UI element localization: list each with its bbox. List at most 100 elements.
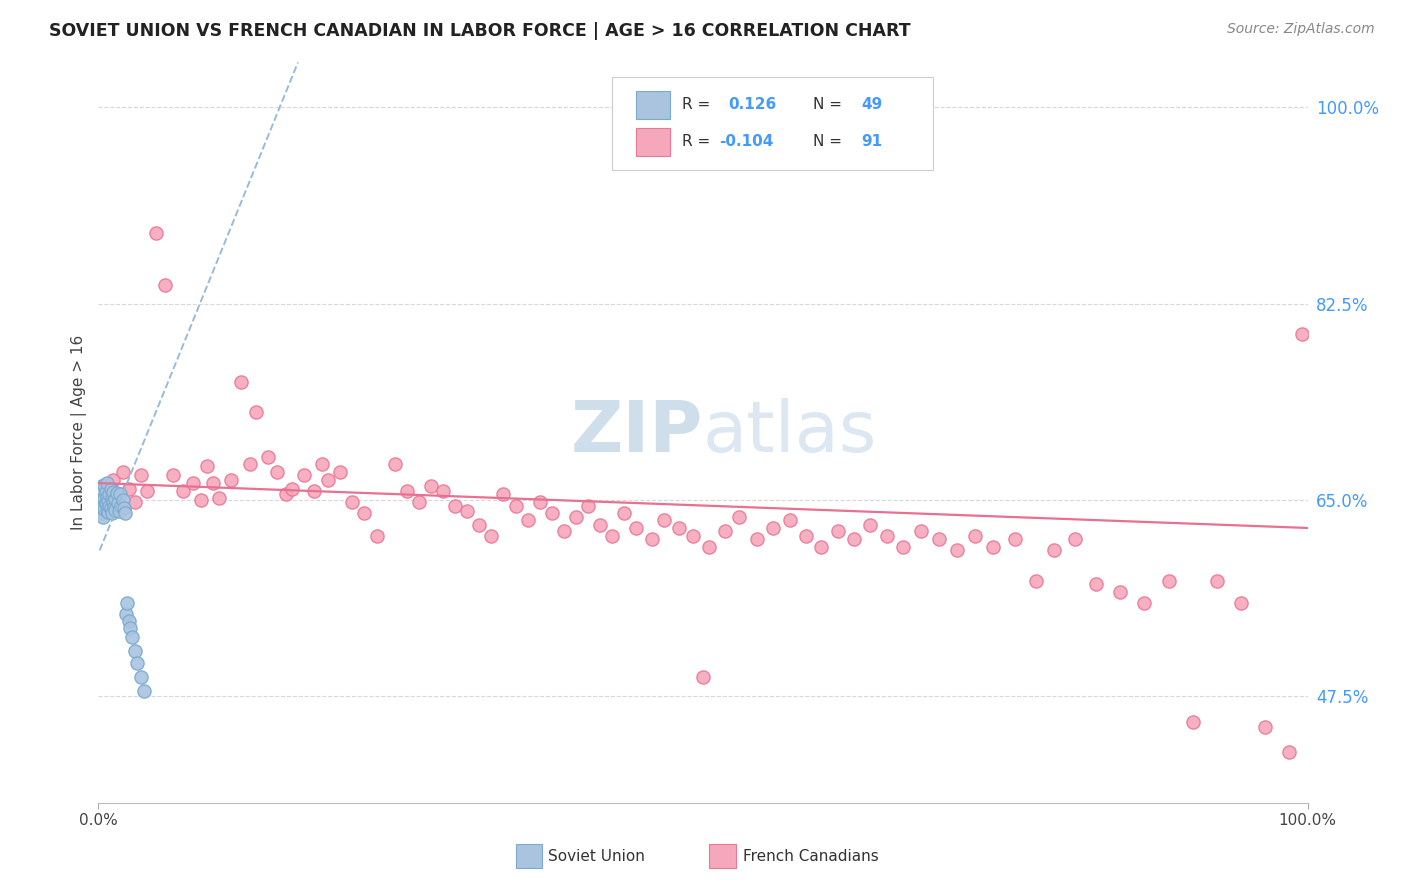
Point [1085, 577, 1108, 591]
Point [124, 644, 146, 658]
Point [395, 483, 418, 498]
Point [153, 277, 176, 292]
Point [101, 473, 124, 487]
Text: Soviet Union: Soviet Union [548, 848, 645, 863]
Point [103, 500, 125, 514]
Point [195, 459, 218, 474]
Point [93, 491, 115, 505]
Text: R =: R = [682, 134, 710, 149]
Point [576, 499, 599, 513]
Point [1254, 719, 1277, 733]
Point [1042, 543, 1064, 558]
Point [145, 226, 167, 240]
Point [104, 491, 127, 506]
Point [859, 517, 882, 532]
Text: -0.104: -0.104 [718, 134, 773, 149]
Text: N =: N = [813, 134, 842, 149]
Point [239, 457, 262, 471]
Point [93, 478, 115, 492]
Point [202, 476, 225, 491]
Point [1278, 745, 1301, 759]
Point [1230, 596, 1253, 610]
Point [342, 495, 364, 509]
Point [1004, 532, 1026, 546]
Point [589, 517, 612, 532]
Text: French Canadians: French Canadians [742, 848, 879, 863]
Point [94, 485, 117, 500]
Point [316, 473, 339, 487]
Point [96, 476, 118, 491]
Point [697, 540, 720, 554]
Point [928, 532, 950, 546]
Text: R =: R = [682, 97, 710, 112]
Point [98, 499, 121, 513]
Point [468, 517, 491, 532]
Point [96, 490, 118, 504]
Text: atlas: atlas [703, 398, 877, 467]
Text: 0.126: 0.126 [728, 97, 776, 112]
Point [111, 465, 134, 479]
FancyBboxPatch shape [613, 78, 932, 169]
Point [492, 487, 515, 501]
Point [101, 495, 124, 509]
Point [281, 482, 304, 496]
Point [728, 509, 751, 524]
Point [107, 499, 129, 513]
Point [481, 529, 503, 543]
Point [181, 476, 204, 491]
Point [100, 491, 122, 505]
Point [108, 487, 131, 501]
Point [266, 465, 288, 479]
Point [162, 468, 184, 483]
FancyBboxPatch shape [709, 844, 735, 868]
Point [641, 532, 664, 546]
Point [626, 521, 648, 535]
Point [221, 473, 243, 487]
Point [108, 504, 131, 518]
Point [965, 529, 987, 543]
Point [135, 483, 157, 498]
Point [118, 482, 141, 496]
Point [779, 513, 801, 527]
Point [516, 513, 538, 527]
Point [311, 457, 333, 471]
Text: SOVIET UNION VS FRENCH CANADIAN IN LABOR FORCE | AGE > 16 CORRELATION CHART: SOVIET UNION VS FRENCH CANADIAN IN LABOR… [49, 22, 911, 40]
Point [420, 479, 443, 493]
Point [91, 483, 114, 498]
Point [93, 502, 115, 516]
Point [1064, 532, 1087, 546]
Point [1109, 585, 1132, 599]
FancyBboxPatch shape [637, 91, 671, 119]
Point [844, 532, 866, 546]
Point [100, 482, 122, 496]
Point [91, 479, 114, 493]
Point [94, 496, 117, 510]
Point [115, 607, 138, 622]
Text: 49: 49 [862, 97, 883, 112]
Point [97, 494, 120, 508]
Point [910, 524, 932, 539]
Point [91, 509, 114, 524]
Point [100, 500, 122, 515]
Point [613, 507, 636, 521]
Point [117, 596, 139, 610]
Point [292, 468, 315, 483]
Point [505, 499, 527, 513]
Point [190, 492, 212, 507]
Point [302, 483, 325, 498]
Point [692, 670, 714, 684]
Point [97, 505, 120, 519]
Point [553, 524, 575, 539]
Point [1133, 596, 1156, 610]
Point [90, 499, 112, 513]
Point [89, 492, 111, 507]
Text: ZIP: ZIP [571, 398, 703, 467]
Point [110, 499, 132, 513]
Point [1024, 574, 1046, 588]
Point [747, 532, 769, 546]
Point [444, 499, 467, 513]
Point [118, 614, 141, 628]
Point [91, 507, 114, 521]
Point [91, 500, 114, 514]
Y-axis label: In Labor Force | Age > 16: In Labor Force | Age > 16 [72, 335, 87, 530]
